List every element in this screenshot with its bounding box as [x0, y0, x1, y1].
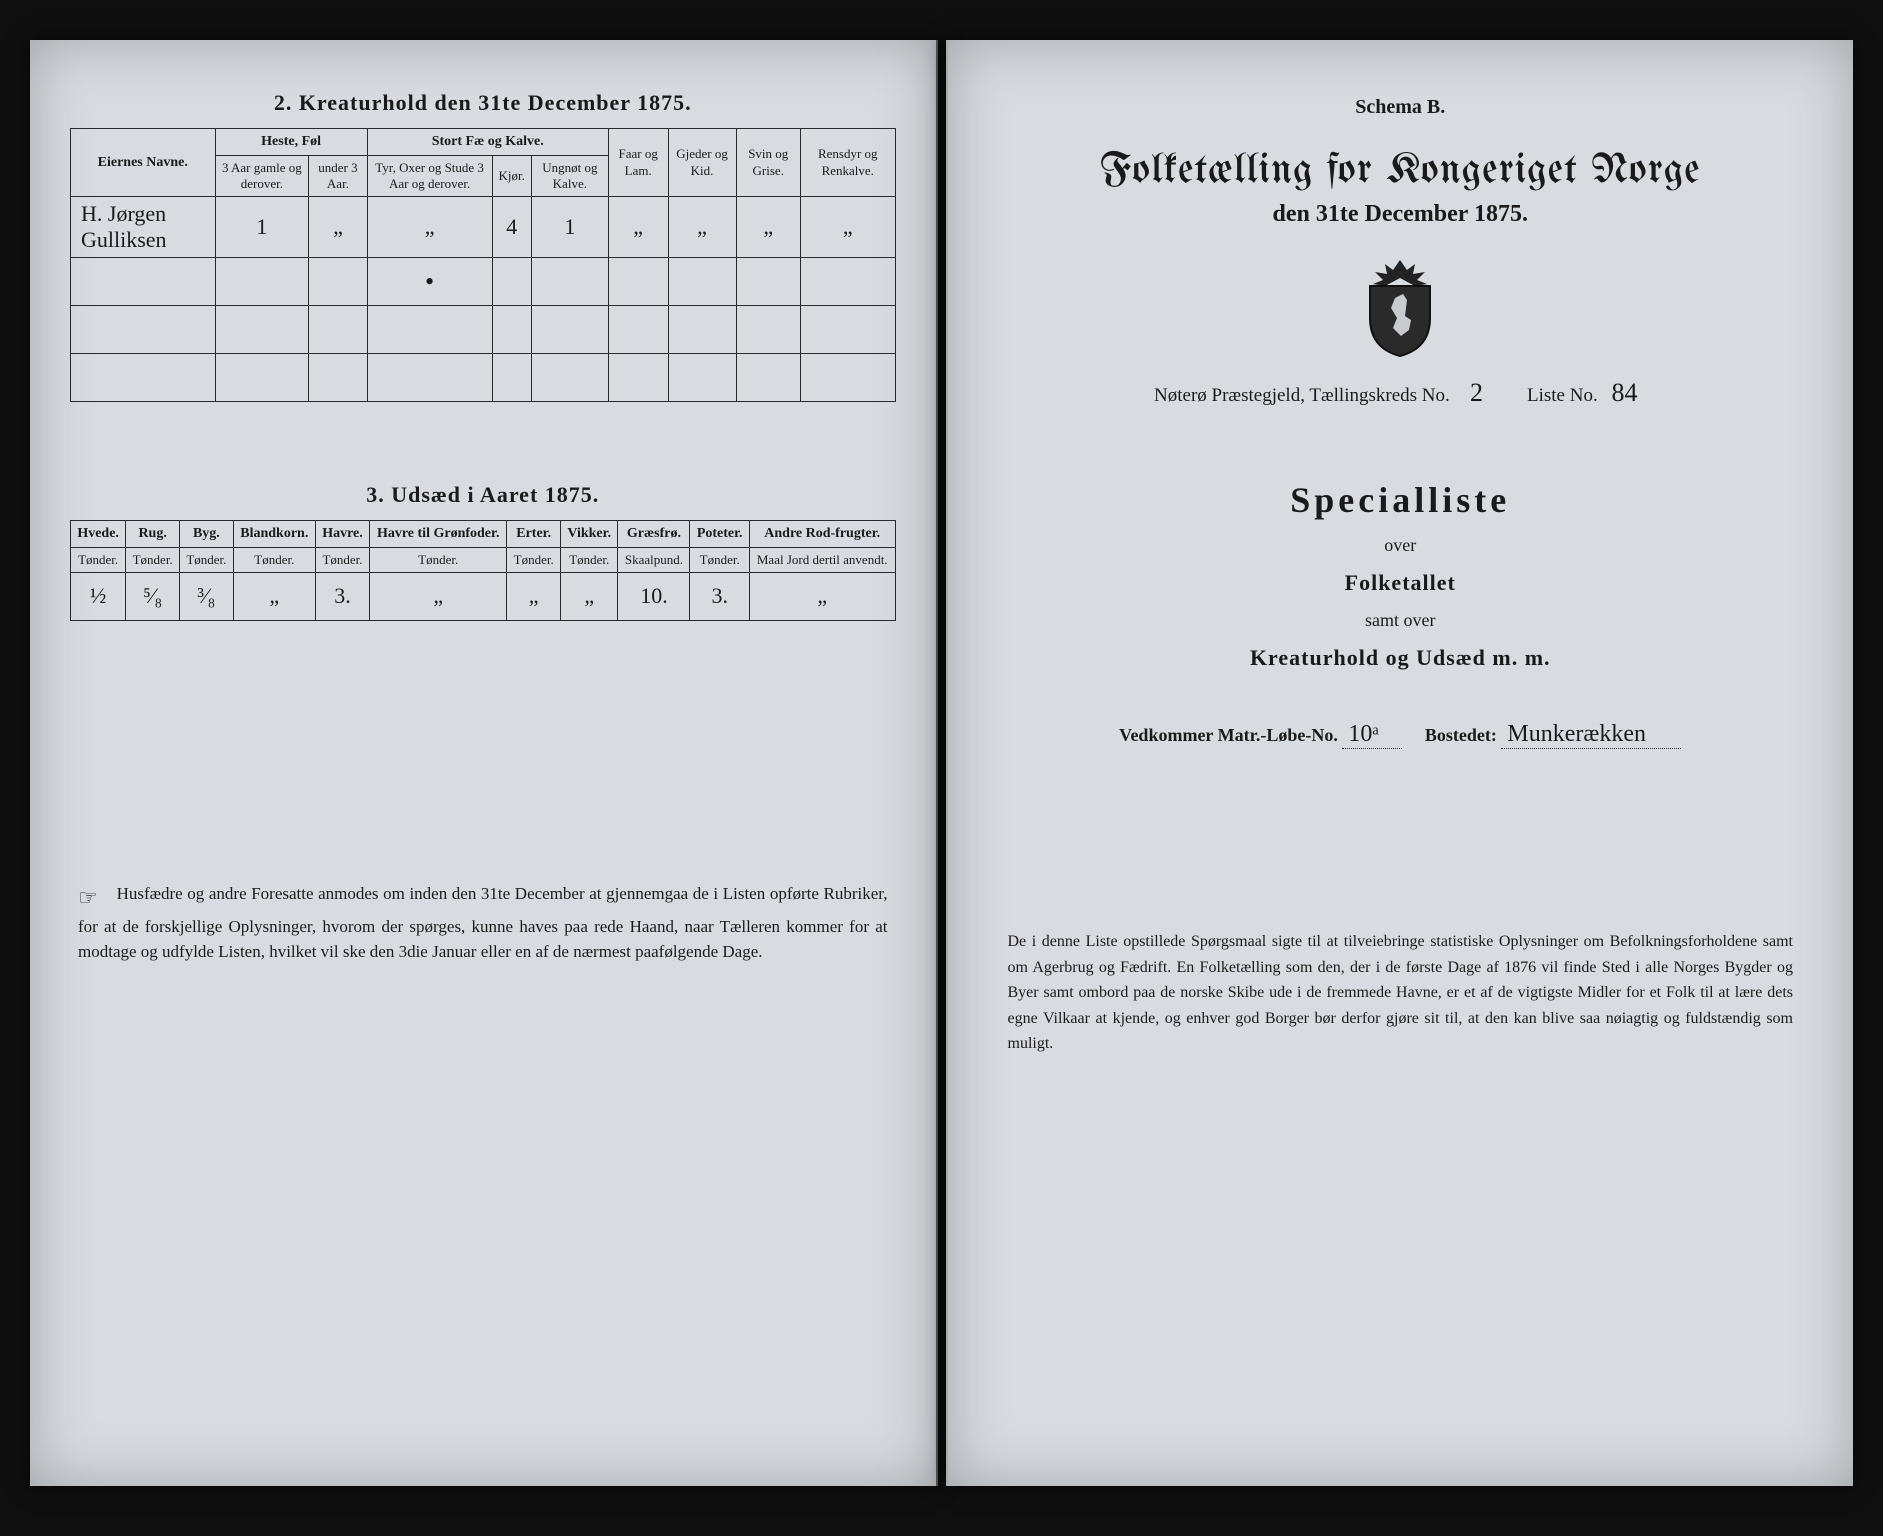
col-graesfro: Græsfrø. [618, 521, 690, 548]
left-page: 2. Kreaturhold den 31te December 1875. E… [30, 40, 938, 1486]
cell: „ [800, 197, 895, 258]
bosted-value: Munkerækken [1501, 721, 1681, 749]
col-rug: Rug. [126, 521, 180, 548]
col-group-heste: Heste, Føl [215, 129, 367, 156]
liste-number: 84 [1602, 378, 1646, 409]
col-havre: Havre. [315, 521, 369, 548]
sp-over: over [988, 535, 1814, 556]
table-kreaturhold: Eiernes Navne. Heste, Føl Stort Fæ og Ka… [70, 128, 896, 402]
unit: Tønder. [233, 547, 315, 572]
matr-lobe-no: 10ᵃ [1342, 721, 1402, 749]
col-byg: Byg. [180, 521, 234, 548]
col-rodfrugter: Andre Rod-frugter. [749, 521, 895, 548]
col-ren: Rensdyr og Renkalve. [800, 129, 895, 197]
unit: Tønder. [180, 547, 234, 572]
col-faar: Faar og Lam. [608, 129, 668, 197]
cell: „ [233, 572, 315, 620]
vedkommer-line: Vedkommer Matr.-Løbe-No. 10ᵃ Bostedet: M… [988, 721, 1814, 749]
table-row [71, 354, 896, 402]
table-row: • [71, 258, 896, 306]
col-poteter: Poteter. [690, 521, 749, 548]
cell: ⁵⁄₈ [126, 572, 180, 620]
cell: 4 [492, 197, 531, 258]
right-footnote: De i denne Liste opstillede Spørgsmaal s… [988, 929, 1814, 1057]
left-footnote: ☞ Husfædre og andre Foresatte anmodes om… [70, 881, 896, 965]
bosted-label: Bostedet: [1425, 725, 1497, 745]
section-3-title: 3. Udsæd i Aaret 1875. [70, 482, 896, 508]
table-row [71, 306, 896, 354]
unit: Tønder. [126, 547, 180, 572]
right-page: Schema B. Folketælling for Kongeriget No… [946, 40, 1854, 1486]
schema-label: Schema B. [988, 96, 1814, 119]
col-tyr: Tyr, Oxer og Stude 3 Aar og derover. [367, 155, 492, 197]
cell: „ [736, 197, 800, 258]
kreds-prefix: Nøterø Præstegjeld, Tællingskreds No. [1154, 385, 1450, 406]
unit: Tønder. [315, 547, 369, 572]
cell: „ [507, 572, 561, 620]
sp-folketallet: Folketallet [988, 570, 1814, 596]
cell: 10. [618, 572, 690, 620]
col-heste-3aar: 3 Aar gamle og derover. [215, 155, 309, 197]
owner-name-cell: H. Jørgen Gulliksen [71, 197, 216, 258]
unit: Tønder. [370, 547, 507, 572]
sp-kreatur: Kreaturhold og Udsæd m. m. [988, 645, 1814, 671]
col-heste-under3: under 3 Aar. [309, 155, 367, 197]
title-date: den 31te December 1875. [988, 201, 1814, 228]
liste-label: Liste No. [1527, 385, 1598, 406]
unit: Tønder. [71, 547, 126, 572]
title-main: Folketælling for Kongeriget Norge [988, 149, 1814, 193]
pointing-hand-icon: ☞ [78, 881, 112, 914]
col-hvede: Hvede. [71, 521, 126, 548]
unit: Tønder. [690, 547, 749, 572]
specialliste-block: Specialliste over Folketallet samt over … [988, 479, 1814, 671]
unit: Skaalpund. [618, 547, 690, 572]
table-row: H. Jørgen Gulliksen 1 „ „ 4 1 „ „ „ „ [71, 197, 896, 258]
col-group-stortfae: Stort Fæ og Kalve. [367, 129, 608, 156]
kreds-line: Nøterø Præstegjeld, Tællingskreds No. 2 … [988, 378, 1814, 409]
cell: 1 [215, 197, 309, 258]
vedkommer-label: Vedkommer Matr.-Løbe-No. [1119, 725, 1338, 745]
unit: Maal Jord dertil anvendt. [749, 547, 895, 572]
kreds-number: 2 [1455, 378, 1499, 409]
census-title: Folketælling for Kongeriget Norge den 31… [988, 149, 1814, 228]
cell: „ [367, 197, 492, 258]
unit: Tønder. [507, 547, 561, 572]
table-row: ½ ⁵⁄₈ ³⁄₈ „ 3. „ „ „ 10. 3. „ [71, 572, 896, 620]
footnote-text: Husfædre og andre Foresatte anmodes om i… [78, 884, 888, 962]
cell: ½ [71, 572, 126, 620]
section-2-title: 2. Kreaturhold den 31te December 1875. [70, 90, 896, 116]
cell: 3. [690, 572, 749, 620]
table-udsaed: Hvede. Rug. Byg. Blandkorn. Havre. Havre… [70, 520, 896, 621]
specialliste-title: Specialliste [988, 479, 1814, 521]
col-kjor: Kjør. [492, 155, 531, 197]
col-blandkorn: Blandkorn. [233, 521, 315, 548]
sp-samt: samt over [988, 610, 1814, 631]
col-owner-name: Eiernes Navne. [71, 129, 216, 197]
cell: „ [309, 197, 367, 258]
col-vikker: Vikker. [561, 521, 618, 548]
cell: „ [749, 572, 895, 620]
col-erter: Erter. [507, 521, 561, 548]
cell: „ [561, 572, 618, 620]
book-spread: 2. Kreaturhold den 31te December 1875. E… [0, 0, 1883, 1536]
col-svin: Svin og Grise. [736, 129, 800, 197]
cell: „ [608, 197, 668, 258]
cell: ³⁄₈ [180, 572, 234, 620]
cell: „ [370, 572, 507, 620]
col-havregron: Havre til Grønfoder. [370, 521, 507, 548]
cell: 1 [531, 197, 608, 258]
coat-of-arms-icon [1355, 258, 1445, 358]
cell: 3. [315, 572, 369, 620]
cell: „ [668, 197, 736, 258]
col-gjeder: Gjeder og Kid. [668, 129, 736, 197]
col-ungnot: Ungnøt og Kalve. [531, 155, 608, 197]
unit: Tønder. [561, 547, 618, 572]
